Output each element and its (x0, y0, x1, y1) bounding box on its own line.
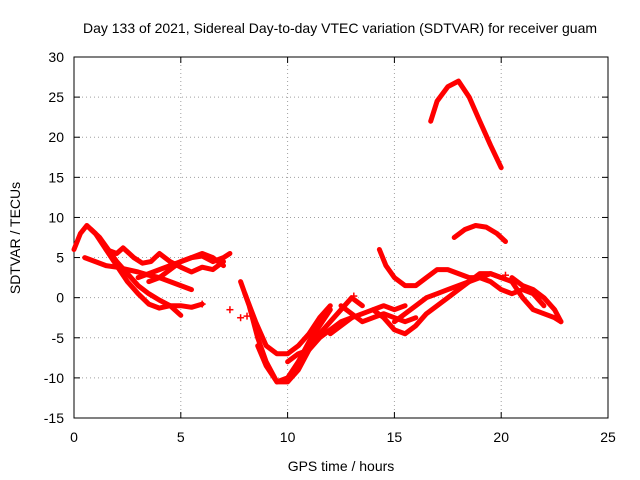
series-track-d (103, 245, 226, 275)
plot-frame (73, 56, 609, 419)
x-tick-label: 25 (600, 429, 616, 445)
x-tick-label: 5 (177, 429, 185, 445)
x-tick-label: 10 (280, 429, 296, 445)
y-tick-label: 0 (56, 290, 64, 306)
series-track-a (71, 223, 205, 311)
series-track-h (242, 291, 333, 357)
point-marker (198, 300, 206, 308)
point-marker (350, 292, 358, 300)
series-track-b (82, 255, 194, 293)
series-track-k (327, 303, 408, 337)
x-tick-label: 0 (70, 429, 78, 445)
series-track-j (285, 315, 355, 365)
data-series (71, 78, 564, 385)
chart-title: Day 133 of 2021, Sidereal Day-to-day VTE… (83, 20, 597, 36)
series-track-p (428, 78, 504, 171)
y-tick-label: 20 (48, 129, 64, 145)
point-marker (501, 271, 509, 279)
series-track-f (146, 251, 226, 285)
series-track-i (255, 307, 333, 385)
point-marker (237, 314, 245, 322)
series-track-c (88, 227, 184, 318)
y-axis-label: SDTVAR / TECUs (7, 182, 23, 294)
y-tick-label: 25 (48, 89, 64, 105)
series-track-o (391, 275, 547, 325)
x-tick-label: 20 (493, 429, 509, 445)
y-tick-label: 30 (48, 49, 64, 65)
y-tick-label: 15 (48, 169, 64, 185)
y-tick-label: -15 (44, 410, 64, 426)
y-tick-label: -10 (44, 370, 64, 386)
x-axis-label: GPS time / hours (288, 458, 395, 474)
isolated-points (198, 271, 509, 322)
x-tick-label: 15 (387, 429, 403, 445)
y-tick-label: 5 (56, 250, 64, 266)
series-track-q (451, 223, 508, 244)
point-marker (226, 306, 234, 314)
y-tick-label: 10 (48, 209, 64, 225)
series-track-g (238, 279, 365, 385)
point-marker (243, 312, 251, 320)
grid-lines (74, 57, 608, 418)
axis-ticks: 0 5 10 15 20 25 -15 -10 -5 0 5 10 15 20 25 30 (44, 49, 616, 445)
series-track-r (509, 275, 564, 325)
y-tick-label: -5 (52, 330, 65, 346)
